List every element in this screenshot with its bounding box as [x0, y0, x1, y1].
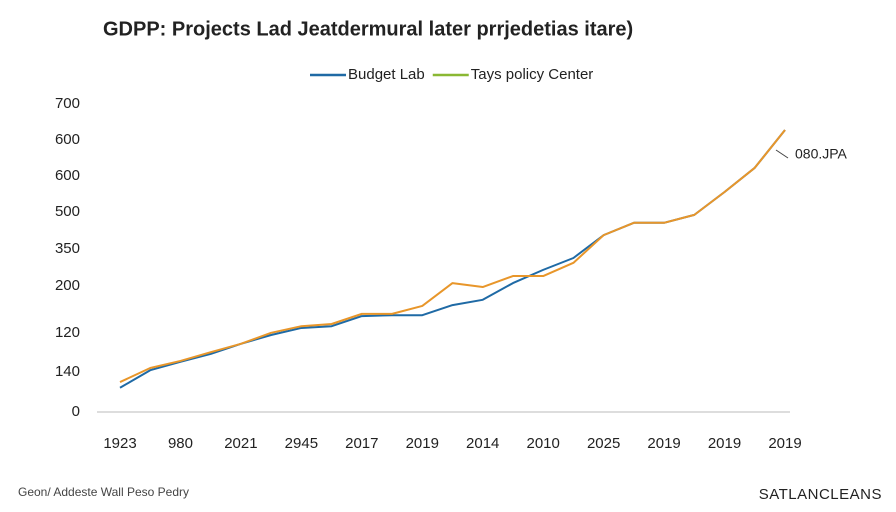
x-tick-label: 2014 [466, 435, 499, 452]
x-tick-label: 2010 [526, 435, 559, 452]
x-tick-label: 2945 [285, 435, 318, 452]
x-tick-label: 2017 [345, 435, 378, 452]
source: Geon/ Addeste Wall Peso Pedry [18, 485, 189, 499]
x-tick-label: 2019 [768, 435, 801, 452]
y-tick-label: 200 [55, 277, 80, 294]
x-tick-label: 1923 [103, 435, 136, 452]
y-tick-label: 600 [55, 167, 80, 184]
y-tick-label: 350 [55, 240, 80, 257]
series-line [119, 129, 786, 383]
x-tick-label: 2019 [406, 435, 439, 452]
y-tick-label: 120 [55, 324, 80, 341]
x-tick-label: 980 [168, 435, 193, 452]
legend-label: Budget Lab [348, 66, 425, 83]
legend-label: Tays policy Center [471, 66, 594, 83]
y-tick-label: 600 [55, 131, 80, 148]
x-tick-label: 2019 [647, 435, 680, 452]
x-tick-label: 2019 [708, 435, 741, 452]
x-tick-label: 2025 [587, 435, 620, 452]
y-tick-label: 700 [55, 95, 80, 112]
annotation-pointer [775, 149, 789, 159]
y-tick-label: 140 [55, 363, 80, 380]
brand: SATLANCLEANS [759, 486, 882, 503]
y-tick-label: 500 [55, 203, 80, 220]
y-tick-label: 0 [72, 403, 80, 420]
x-tick-label: 2021 [224, 435, 257, 452]
annotation: 080.JPA [795, 146, 848, 162]
chart-title: GDPP: Projects Lad Jeatdermural later pr… [103, 18, 633, 40]
